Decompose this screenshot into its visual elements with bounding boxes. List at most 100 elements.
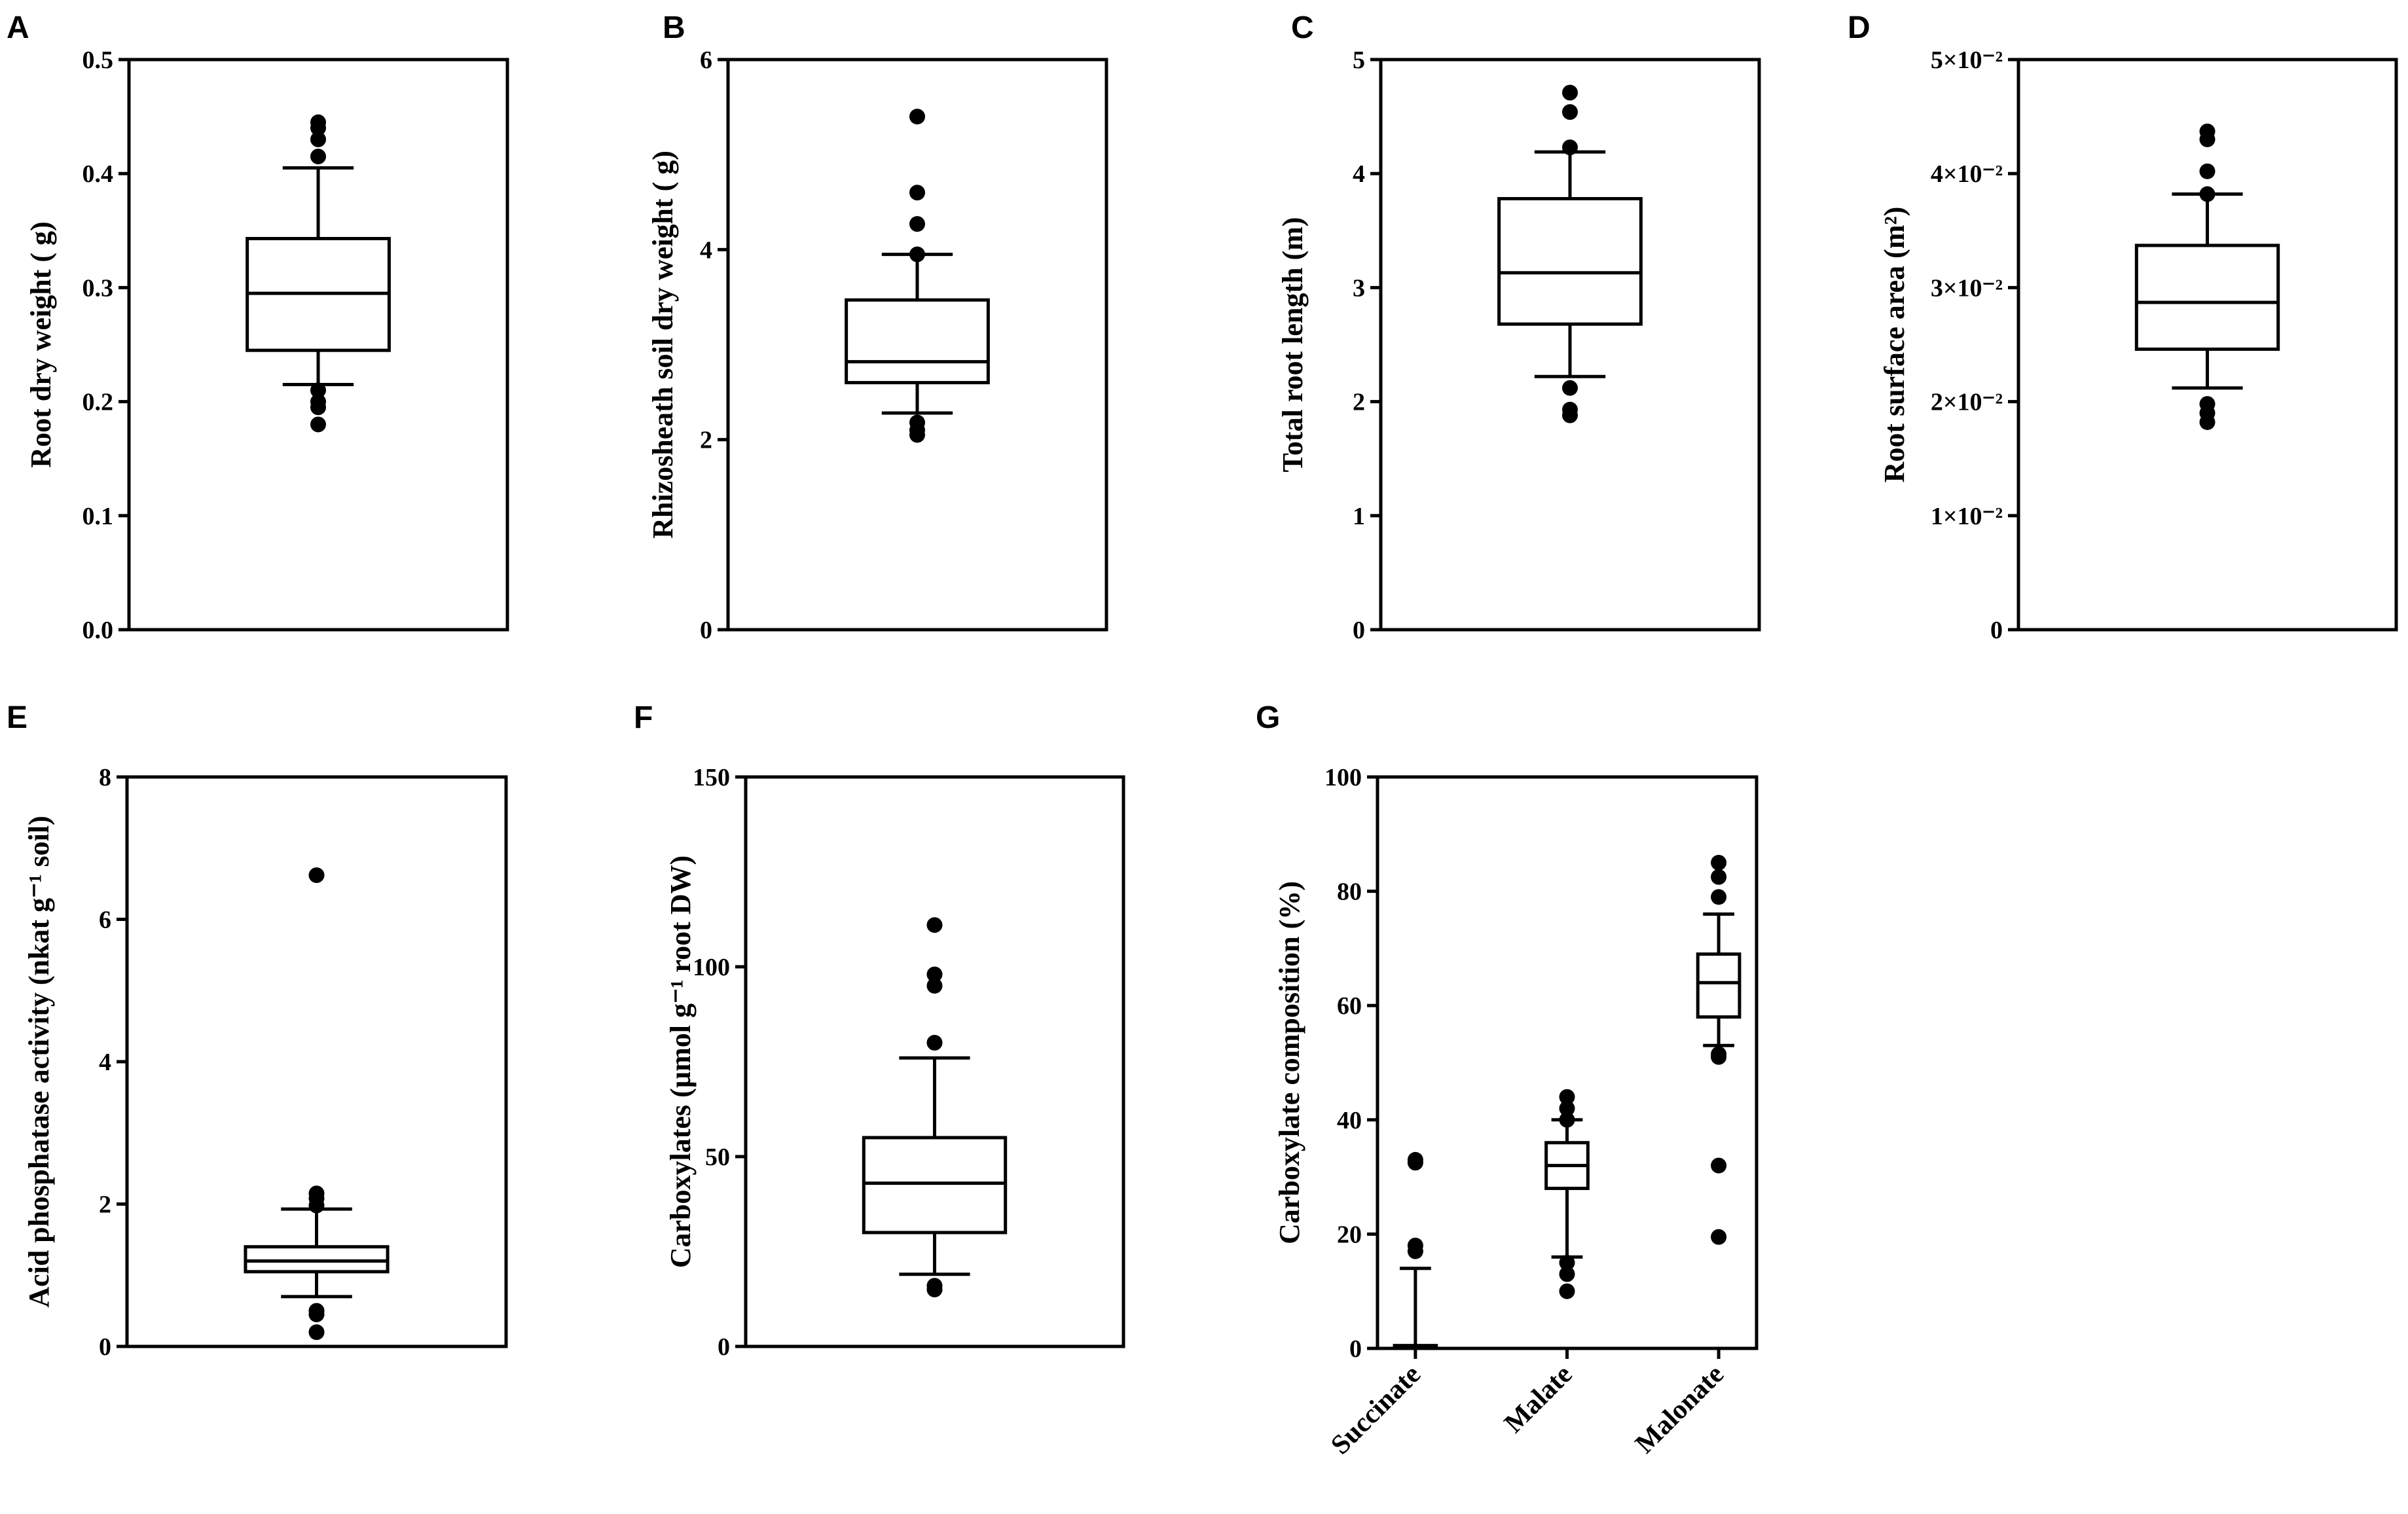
y-tick-label: 0.0 (82, 617, 114, 644)
outlier-point (1562, 139, 1578, 156)
outlier-point (1559, 1255, 1575, 1271)
y-tick-label: 0.5 (82, 46, 114, 74)
y-tick-label: 2 (700, 427, 712, 454)
y-tick-label: 0.2 (82, 389, 114, 416)
iqr-box (1497, 197, 1643, 326)
outlier-point (1559, 1089, 1575, 1105)
plot-frame (127, 58, 509, 632)
outlier-point (1562, 84, 1578, 101)
plot-frame (744, 775, 1125, 1348)
panel-f: F 0 50 100 150 Carboxylates (µmol g⁻¹ root DW… (634, 700, 1125, 1361)
y-tick-label: 0 (718, 1333, 730, 1361)
outlier-point (310, 399, 326, 416)
panel-b: B 0 2 4 6 Rhizosheath soil dry weight ( g) (647, 10, 1108, 644)
y-tick-label: 4 (99, 1049, 111, 1076)
y-tick-label: 1×10⁻² (1931, 503, 2003, 530)
outlier-point (926, 917, 943, 933)
panel-d: D 0 1×10⁻² 2×10⁻² 3×10⁻² 4×10⁻² 5×10⁻² Root sur… (1848, 10, 2398, 644)
y-tick-label: 0.1 (82, 503, 114, 530)
panel-letter: G (1256, 700, 1280, 735)
outlier-point (909, 185, 925, 201)
y-tick-label: 100 (693, 954, 730, 981)
y-tick-label: 80 (1337, 878, 1362, 906)
y-tick-label: 0 (1353, 617, 1365, 644)
outlier-point (1407, 1155, 1423, 1171)
outlier-point (926, 1282, 943, 1297)
box-plot (244, 867, 390, 1341)
y-tick-label: 0.3 (82, 274, 114, 302)
outlier-point (310, 131, 326, 147)
outlier-point (909, 246, 925, 262)
iqr-box (845, 298, 990, 385)
y-tick-label: 1 (1353, 503, 1365, 530)
y-axis-title: Acid phosphatase activity (nkat g⁻¹ soil… (23, 816, 55, 1307)
y-axis-title: Carboxylate composition (%) (1273, 881, 1305, 1244)
outlier-point (1559, 1111, 1575, 1128)
outlier-point (926, 966, 943, 982)
y-axis-title: Carboxylates (µmol g⁻¹ root DW) (665, 856, 697, 1268)
outlier-point (2199, 131, 2216, 147)
plot-frame (726, 58, 1108, 632)
panel-c: C 0 1 2 3 4 5 Total root length (m) (1277, 10, 1761, 644)
outlier-point (308, 867, 325, 884)
iqr-box (862, 1136, 1008, 1235)
box-plot (1393, 1151, 1438, 1350)
iqr-box (1696, 952, 1742, 1019)
outlier-point (1711, 1157, 1727, 1174)
y-tick-label: 6 (700, 46, 712, 74)
y-tick-label: 0.4 (82, 160, 114, 188)
outlier-point (1559, 1283, 1575, 1299)
y-tick-label: 3×10⁻² (1931, 274, 2003, 302)
y-tick-label: 2 (99, 1191, 111, 1219)
panel-letter: A (7, 10, 29, 45)
y-tick-label: 6 (99, 907, 111, 934)
x-category-label: Succinate (1325, 1360, 1427, 1461)
y-tick-label: 0 (99, 1333, 111, 1361)
box-plot (845, 109, 990, 443)
y-axis-title: Root dry weight ( g) (25, 221, 57, 467)
x-category-label: Malate (1499, 1360, 1578, 1439)
outlier-point (2199, 163, 2216, 179)
outlier-point (926, 1035, 943, 1051)
outlier-point (310, 149, 326, 165)
outlier-point (308, 1307, 325, 1323)
y-axis-title: Total root length (m) (1277, 217, 1309, 473)
outlier-point (310, 382, 326, 399)
y-tick-label: 4 (700, 236, 712, 264)
box-plot (246, 114, 391, 433)
panel-e: E 0 2 4 6 8 Acid phosphatase activity (nkat g⁻… (7, 700, 508, 1361)
box-plot (1544, 1089, 1590, 1299)
y-tick-label: 4×10⁻² (1931, 160, 2003, 188)
y-tick-label: 8 (99, 764, 111, 791)
y-tick-label: 5 (1353, 46, 1365, 74)
iqr-box (2134, 243, 2280, 351)
outlier-point (1562, 104, 1578, 120)
outlier-point (1407, 1243, 1423, 1259)
y-tick-label: 60 (1337, 992, 1362, 1020)
outlier-point (310, 416, 326, 433)
outlier-point (308, 1197, 325, 1214)
panel-letter: F (634, 700, 653, 735)
panel-g: G 0 20 40 60 80 100 Carboxylate composition (%)… (1256, 700, 1759, 1461)
y-tick-label: 0 (700, 617, 712, 644)
y-axis-title: Rhizosheath soil dry weight ( g) (647, 151, 679, 539)
y-tick-label: 4 (1353, 160, 1365, 188)
y-tick-label: 150 (693, 764, 730, 791)
y-tick-label: 40 (1337, 1107, 1362, 1134)
y-tick-label: 3 (1353, 274, 1365, 302)
outlier-point (909, 427, 925, 443)
outlier-point (1711, 889, 1727, 905)
box-plot (862, 917, 1008, 1297)
y-tick-label: 0 (1990, 617, 2003, 644)
outlier-point (1562, 407, 1578, 424)
outlier-point (2199, 414, 2216, 430)
y-tick-label: 2 (1353, 389, 1365, 416)
outlier-point (308, 1324, 325, 1341)
y-tick-label: 0 (1349, 1335, 1362, 1363)
iqr-box (244, 1245, 390, 1274)
outlier-point (1711, 1049, 1727, 1065)
y-tick-label: 5×10⁻² (1931, 46, 2003, 74)
box-plot (1696, 854, 1742, 1245)
x-category-label: Malonate (1630, 1360, 1730, 1460)
y-tick-label: 20 (1337, 1221, 1362, 1248)
